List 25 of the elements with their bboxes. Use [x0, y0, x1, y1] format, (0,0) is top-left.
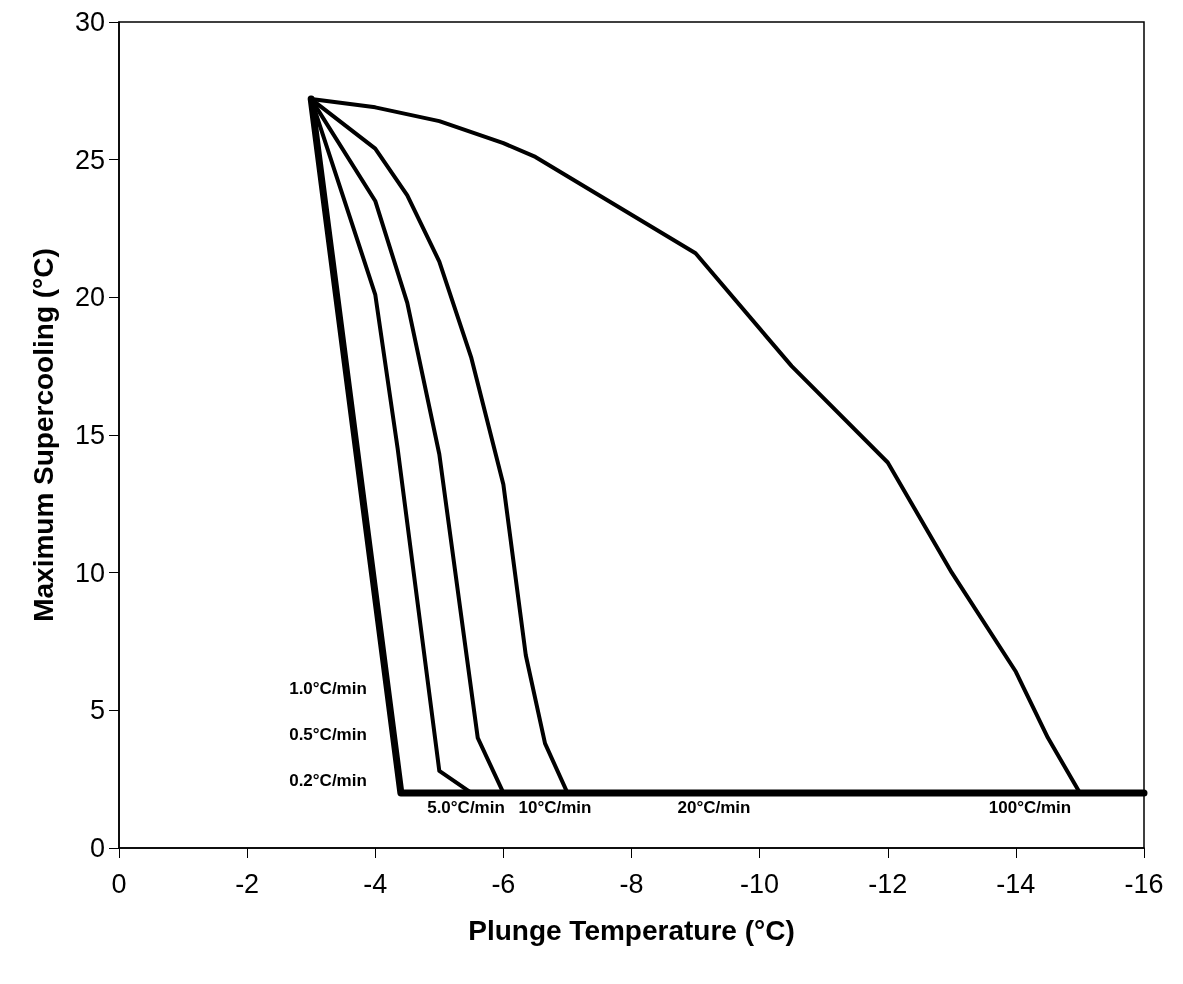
annotation: 20°C/min: [677, 797, 751, 817]
y-tick-label: 25: [74, 144, 105, 175]
annotation: 0.5°C/min: [289, 724, 367, 744]
y-tick-label: 30: [74, 7, 105, 37]
x-tick-label: -16: [1124, 868, 1164, 899]
annotation: 100°C/min: [988, 797, 1072, 817]
x-tick-label: 0: [111, 868, 127, 899]
y-tick-label: 5: [89, 695, 105, 726]
y-axis-title: Maximum Supercooling (°C): [27, 248, 59, 622]
annotation: 0.2°C/min: [289, 770, 367, 790]
annotation: 1.0°C/min: [289, 678, 367, 698]
x-tick-label: -6: [491, 868, 516, 899]
y-tick-label: 0: [89, 833, 105, 863]
x-tick-label: -14: [996, 868, 1036, 899]
x-tick-label: -12: [868, 868, 908, 899]
y-tick-label: 15: [74, 420, 105, 450]
annotation: 10°C/min: [518, 797, 592, 817]
y-tick-label: 10: [74, 557, 105, 588]
x-tick-label: -10: [740, 868, 780, 899]
x-tick-label: -4: [363, 868, 388, 899]
x-axis-title: Plunge Temperature (°C): [468, 914, 795, 946]
y-tick-label: 20: [74, 282, 105, 313]
x-tick-label: -2: [235, 868, 260, 899]
x-tick-label: -8: [619, 868, 644, 899]
annotation: 5.0°C/min: [427, 797, 505, 817]
